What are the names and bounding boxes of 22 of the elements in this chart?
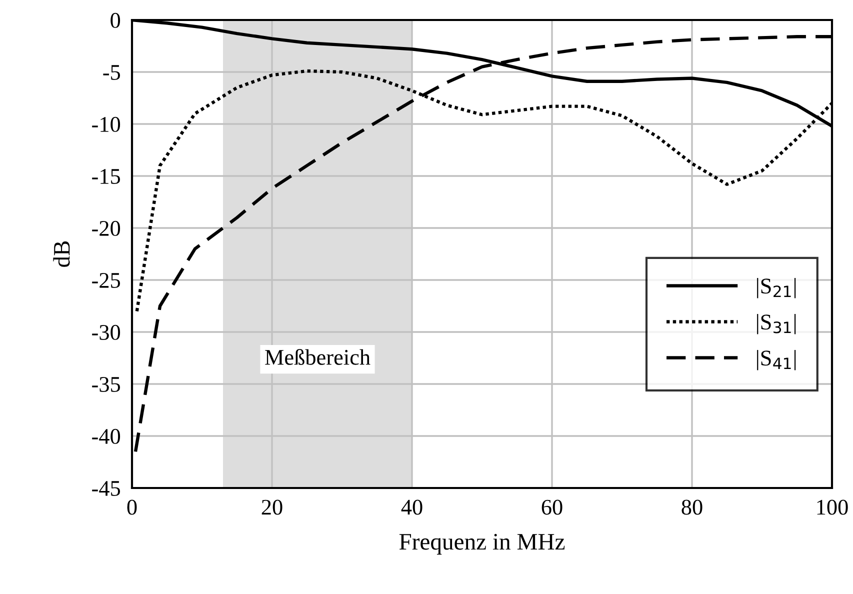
x-tick-label: 100 (817, 500, 848, 515)
y-tick-label: -40 (92, 428, 120, 444)
x-tick-label: 0 (127, 500, 137, 515)
y-tick-label: -30 (92, 324, 120, 340)
x-tick-label: 40 (401, 500, 422, 515)
x-axis-title: Frequenz in MHz (399, 534, 565, 555)
y-axis-title: dB (53, 241, 70, 267)
y-tick-label: -20 (92, 220, 120, 236)
y-tick-label: 0 (110, 12, 120, 28)
y-tick-label: -15 (92, 169, 120, 184)
legend-label: |S$_{21}$| (757, 278, 796, 298)
x-tick-label: 20 (262, 500, 282, 515)
x-tick-label: 60 (542, 500, 562, 515)
y-tick-label: -10 (92, 116, 120, 132)
x-tick-label: 80 (682, 500, 702, 515)
y-tick-label: -35 (92, 376, 120, 392)
band-label: Meßbereich (265, 349, 370, 365)
y-tick-label: -5 (103, 65, 120, 80)
y-tick-label: -45 (92, 481, 120, 496)
legend-label: |S$_{31}$| (757, 314, 796, 334)
y-tick-label: -25 (92, 272, 120, 288)
legend-label: |S$_{41}$| (757, 350, 796, 370)
